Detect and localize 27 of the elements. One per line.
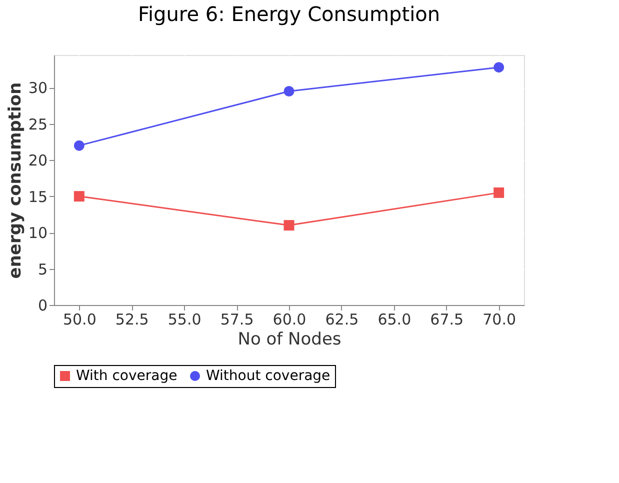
- y-tick-label: 25: [28, 115, 48, 134]
- point: [284, 86, 294, 96]
- x-tick-label: 57.5: [220, 310, 254, 328]
- y-axis-title: energy consumption: [5, 82, 26, 279]
- chart-title: Figure 6: Energy Consumption: [138, 2, 440, 26]
- point: [494, 62, 504, 73]
- legend-label: With coverage: [76, 368, 178, 384]
- point: [494, 187, 504, 198]
- legend-label: Without coverage: [206, 368, 330, 384]
- x-tick-label: 67.5: [430, 310, 464, 328]
- x-tick-label: 60.0: [272, 310, 306, 328]
- x-tick-label: 70.0: [482, 310, 516, 328]
- y-tick-label: 10: [28, 224, 48, 242]
- point: [284, 220, 294, 231]
- y-tick-label: 20: [28, 152, 48, 170]
- x-tick-label: 65.0: [378, 310, 412, 328]
- y-tick-label: 15: [28, 188, 48, 206]
- x-tick-label: 52.5: [115, 310, 149, 328]
- y-tick-label: 5: [38, 260, 48, 278]
- point: [74, 140, 84, 151]
- x-tick-label: 55.0: [168, 310, 202, 328]
- x-axis-title: No of Nodes: [238, 330, 342, 350]
- y-tick-label: 30: [28, 79, 48, 98]
- y-tick-label: 0: [38, 296, 48, 314]
- point: [74, 191, 84, 202]
- x-tick-label: 62.5: [325, 310, 359, 328]
- x-tick-label: 50.0: [62, 310, 96, 328]
